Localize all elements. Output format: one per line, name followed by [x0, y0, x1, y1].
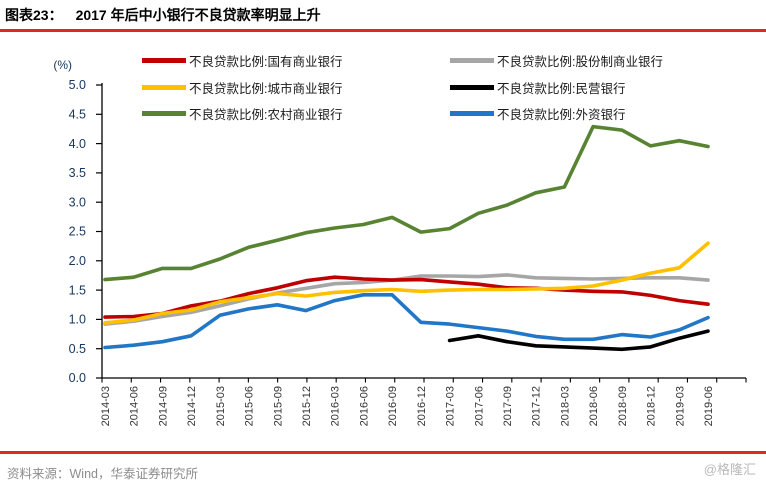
- legend-label-joint-stock: 不良贷款比例:股份制商业银行: [497, 55, 663, 69]
- source-text: 资料来源：Wind，华泰证券研究所: [7, 467, 198, 481]
- chart-header: 图表23： 2017 年后中小银行不良贷款率明显上升: [5, 5, 321, 25]
- legend-label-state-owned: 不良贷款比例:国有商业银行: [189, 55, 343, 69]
- y-tick-label: 3.5: [69, 166, 86, 180]
- line-state-owned: [103, 275, 710, 319]
- line-foreign: [103, 292, 710, 350]
- chart-title: 2017 年后中小银行不良贷款率明显上升: [75, 7, 321, 23]
- legend-swatch-rural: [142, 111, 186, 116]
- x-tick-label: 2018-06: [588, 386, 600, 426]
- legend-swatch-city: [142, 84, 186, 90]
- x-tick-label: 2015-03: [215, 386, 227, 426]
- y-tick-label: 4.5: [69, 108, 86, 122]
- legend-swatch-foreign: [450, 111, 494, 116]
- legend-swatch-state-owned: [142, 58, 186, 63]
- y-tick-label: 2.0: [69, 254, 86, 268]
- x-tick-label: 2014-09: [157, 386, 169, 426]
- line-rural: [103, 124, 710, 282]
- legend-item-private: 不良贷款比例:民营银行: [450, 78, 625, 97]
- x-tick-label: 2017-03: [445, 386, 457, 426]
- y-tick-label: 5.0: [69, 78, 86, 92]
- x-tick-label: 2019-03: [674, 386, 686, 426]
- x-tick-label: 2014-12: [186, 386, 198, 426]
- title-rule: [0, 29, 766, 32]
- x-tick-label: 2016-06: [358, 386, 370, 426]
- legend-label-rural: 不良贷款比例:农村商业银行: [189, 108, 343, 122]
- x-tick-label: 2014-03: [100, 386, 112, 426]
- legend-item-foreign: 不良贷款比例:外资银行: [450, 104, 625, 123]
- legend-label-foreign: 不良贷款比例:外资银行: [497, 108, 626, 122]
- legend-item-state-owned: 不良贷款比例:国有商业银行: [142, 51, 342, 70]
- y-tick-label: 3.0: [69, 195, 86, 209]
- x-tick-label: 2018-09: [617, 386, 629, 426]
- x-tick-label: 2018-03: [559, 386, 571, 426]
- legend-label-private: 不良贷款比例:民营银行: [497, 81, 626, 96]
- legend-swatch-joint-stock: [450, 58, 494, 63]
- x-tick-label: 2019-06: [703, 386, 715, 426]
- x-tick-label: 2014-06: [129, 386, 141, 426]
- y-axis-unit-label: (%): [53, 58, 72, 72]
- legend-swatch-private: [450, 84, 494, 90]
- legend-item-city: 不良贷款比例:城市商业银行: [142, 78, 342, 97]
- footer-rule: [0, 451, 766, 454]
- x-tick-label: 2015-06: [244, 386, 256, 426]
- x-tick-label: 2017-12: [531, 386, 543, 426]
- figure-label: 图表23：: [5, 7, 63, 23]
- x-tick-label: 2016-03: [330, 386, 342, 426]
- legend-item-joint-stock: 不良贷款比例:股份制商业银行: [450, 51, 663, 70]
- line-private: [447, 329, 710, 352]
- y-tick-label: 1.0: [69, 313, 86, 327]
- y-tick-label: 1.5: [69, 283, 86, 297]
- legend-label-city: 不良贷款比例:城市商业银行: [189, 81, 343, 96]
- y-tick-label: 4.0: [69, 137, 86, 151]
- x-tick-label: 2017-06: [473, 386, 485, 426]
- x-tick-label: 2015-12: [301, 386, 313, 426]
- x-tick-label: 2018-12: [646, 386, 658, 426]
- legend-item-rural: 不良贷款比例:农村商业银行: [142, 104, 342, 123]
- x-tick-label: 2016-12: [416, 386, 428, 426]
- x-tick-label: 2016-09: [387, 386, 399, 426]
- y-tick-label: 0.5: [69, 342, 86, 356]
- line-city: [103, 241, 710, 325]
- watermark: @格隆汇: [703, 462, 756, 477]
- y-tick-label: 0.0: [69, 371, 86, 385]
- y-tick-label: 2.5: [69, 225, 86, 239]
- x-tick-label: 2015-09: [272, 386, 284, 426]
- x-tick-label: 2017-09: [502, 386, 514, 426]
